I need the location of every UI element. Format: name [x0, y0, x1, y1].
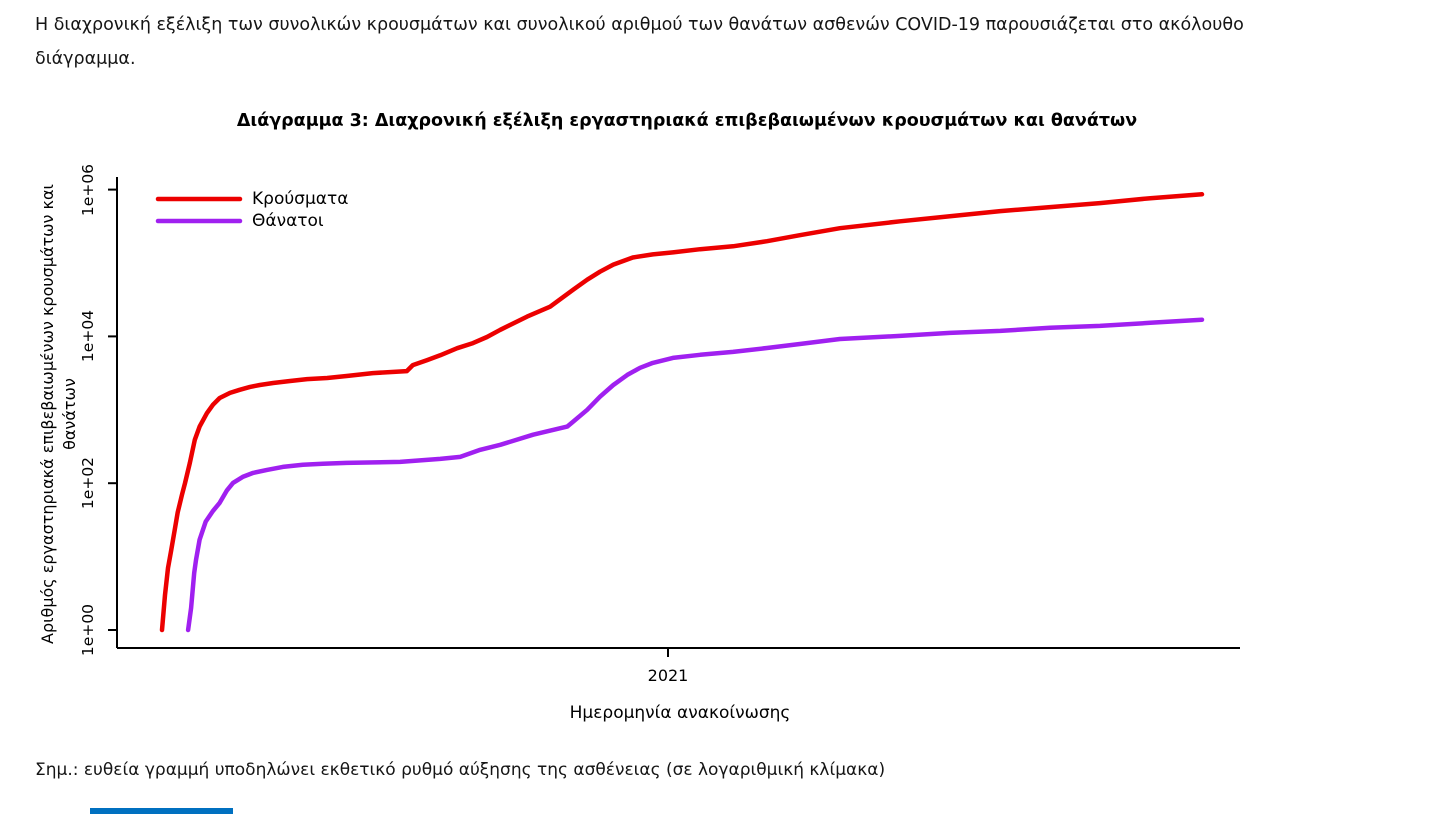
footer-accent-bar — [90, 808, 233, 814]
intro-paragraph: Η διαχρονική εξέλιξη των συνολικών κρουσ… — [35, 15, 1244, 69]
x-tick-label-2021: 2021 — [647, 666, 689, 685]
y-tick-label-1e02: 1e+02 — [79, 456, 97, 510]
y-tick-label-1e06: 1e+06 — [79, 163, 97, 217]
series-line-cases — [159, 192, 1205, 633]
series-line-deaths — [185, 317, 1205, 633]
footnote: Σημ.: ευθεία γραμμή υποδηλώνει εκθετικό … — [35, 760, 886, 780]
legend-label-deaths: Θάνατοι — [252, 211, 324, 231]
y-tick-label-1e00: 1e+00 — [79, 603, 97, 657]
chart-title: Διάγραμμα 3: Διαχρονική εξέλιξη εργαστηρ… — [236, 111, 1138, 131]
y-tick-label-1e04: 1e+04 — [79, 309, 97, 363]
x-axis-title: Ημερομηνία ανακοίνωσης — [569, 703, 791, 723]
legend-label-cases: Κρούσματα — [252, 189, 349, 209]
y-axis-title: Αριθμός εργαστηριακά επιβεβαιωμένων κρου… — [38, 184, 79, 644]
